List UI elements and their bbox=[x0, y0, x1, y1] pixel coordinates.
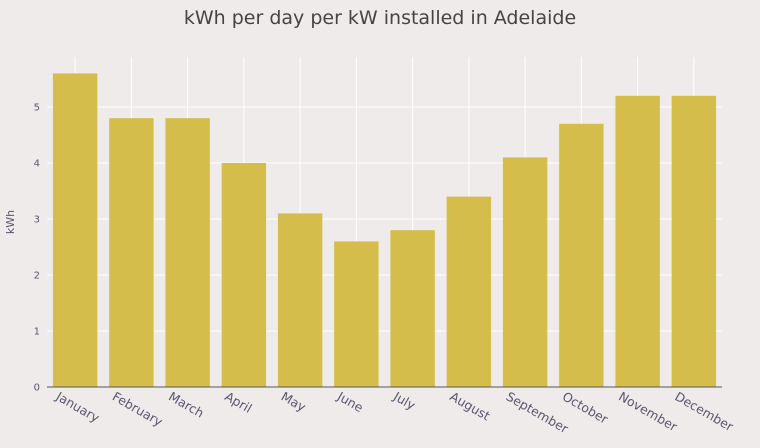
y-tick-label: 4 bbox=[34, 159, 40, 170]
bar-november[interactable] bbox=[615, 95, 660, 388]
bar-september[interactable] bbox=[502, 157, 548, 387]
bar-december[interactable] bbox=[671, 95, 717, 388]
bar-may[interactable] bbox=[277, 213, 323, 387]
bar-april[interactable] bbox=[221, 163, 267, 387]
bar-february[interactable] bbox=[109, 118, 154, 387]
bar-january[interactable] bbox=[52, 73, 98, 388]
y-tick-label: 1 bbox=[34, 327, 40, 338]
y-axis-title: kWh bbox=[4, 210, 17, 234]
bar-march[interactable] bbox=[165, 118, 210, 387]
bars bbox=[52, 73, 717, 388]
y-tick-label: 5 bbox=[34, 103, 40, 114]
y-tick-label: 3 bbox=[34, 215, 40, 226]
y-tick-label: 2 bbox=[34, 271, 40, 282]
y-tick-label: 0 bbox=[34, 383, 40, 394]
bar-july[interactable] bbox=[390, 230, 435, 387]
chart-title: kWh per day per kW installed in Adelaide bbox=[184, 7, 576, 29]
bar-august[interactable] bbox=[446, 196, 492, 387]
y-tick-labels: 0 1 2 3 4 5 bbox=[34, 103, 40, 394]
bar-october[interactable] bbox=[559, 123, 604, 388]
bar-june[interactable] bbox=[334, 241, 379, 387]
